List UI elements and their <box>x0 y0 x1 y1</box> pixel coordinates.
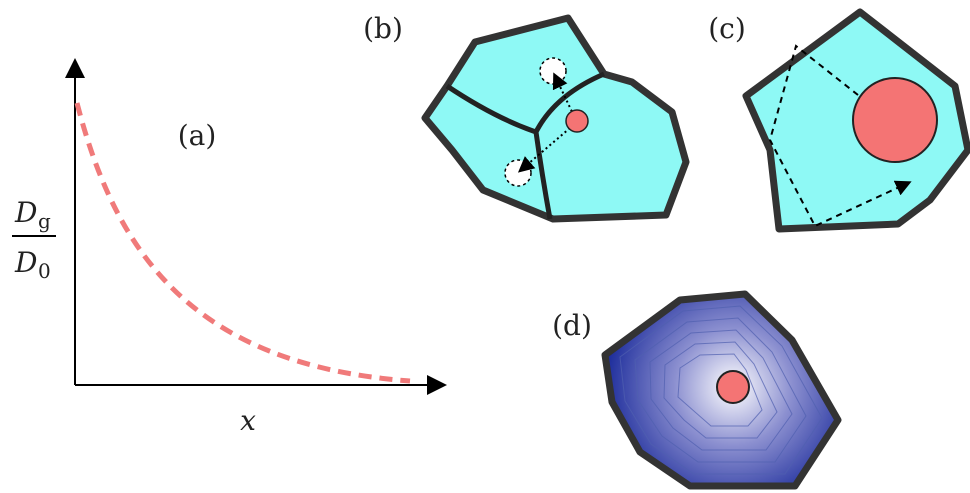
y-label-den-sub: 0 <box>38 259 51 283</box>
grain-cluster <box>425 18 686 219</box>
figure: (a) x D g D 0 (b) (c) (d) <box>0 0 970 493</box>
panel-d: (d) <box>552 294 838 486</box>
panel-label: (c) <box>708 12 746 45</box>
page: (a) x D g D 0 (b) (c) (d) <box>0 0 970 493</box>
panel-c: (c) <box>708 12 968 229</box>
panel-a: (a) x D g D 0 <box>12 62 443 437</box>
atom <box>717 371 749 403</box>
panel-label: (a) <box>178 119 217 152</box>
panel-label: (b) <box>363 12 403 45</box>
panel-label: (d) <box>552 309 592 342</box>
ghost-atom <box>540 58 566 84</box>
y-label: D g D 0 <box>12 196 56 283</box>
atom <box>566 110 588 132</box>
decay-curve <box>77 103 410 381</box>
panel-b: (b) <box>363 12 686 219</box>
precipitate <box>853 78 937 162</box>
y-label-num-sub: g <box>38 209 51 233</box>
y-label-num: D <box>14 196 37 229</box>
y-label-den: D <box>14 246 37 279</box>
x-label: x <box>240 404 256 437</box>
